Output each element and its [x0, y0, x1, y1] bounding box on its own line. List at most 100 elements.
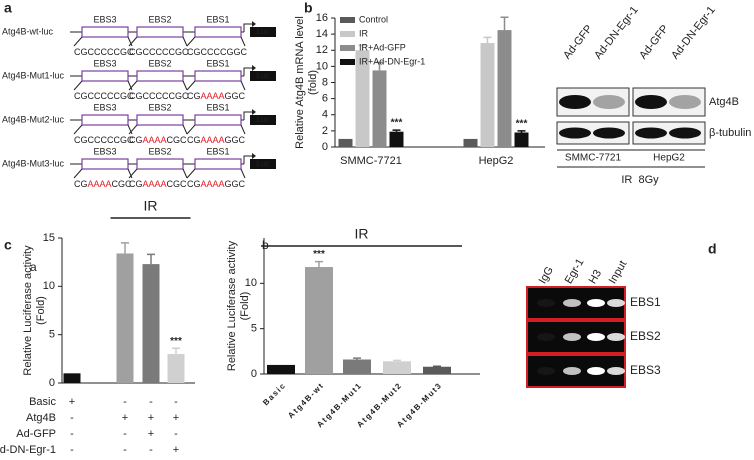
sequence-part: GGC — [225, 179, 246, 189]
y-tick-label: 4 — [322, 109, 328, 121]
bar — [267, 364, 295, 374]
significance: *** — [170, 336, 182, 347]
y-axis-label: (Fold) — [239, 292, 251, 321]
y-tick-label: 6 — [322, 93, 328, 105]
gel-band — [563, 299, 581, 307]
sequence-part: CG — [129, 179, 143, 189]
lane-label: Ad-DN-Egr-1 — [669, 4, 718, 61]
construct-label: Atg4B-Mut2-luc — [2, 114, 65, 124]
sequence-part: GGC — [225, 91, 246, 101]
site-sequence: CGCCCCCGC — [129, 91, 189, 101]
condition-label: Basic — [29, 396, 56, 408]
gel-band — [537, 333, 555, 341]
error-bar — [500, 16, 509, 31]
y-tick-label: 0 — [49, 377, 55, 389]
site-label: EBS2 — [148, 102, 171, 112]
bar — [338, 138, 353, 147]
blot-band — [635, 95, 667, 109]
lane-label: IgG — [537, 265, 556, 286]
condition-sign: - — [174, 428, 178, 440]
legend-swatch — [340, 59, 355, 65]
tss-arrowhead — [252, 65, 256, 71]
site-label: EBS2 — [630, 329, 661, 343]
site-zoom — [186, 80, 246, 91]
site-box — [136, 26, 184, 38]
condition-sign: - — [123, 444, 127, 456]
sequence-part: AAAA — [201, 91, 225, 101]
y-axis-label: Relative Luciferase activity — [226, 240, 238, 371]
y-axis-label: (Fold) — [35, 296, 47, 325]
gel-band — [607, 299, 625, 307]
site-box — [194, 70, 242, 82]
site-label: EBS3 — [93, 102, 116, 112]
site-label: EBS2 — [148, 146, 171, 156]
condition-sign: + — [69, 396, 75, 408]
y-tick-label: 16 — [316, 12, 328, 24]
construct-label: Atg4B-Mut3-luc — [2, 158, 65, 168]
site-zoom — [73, 80, 133, 91]
luc-box — [250, 115, 276, 125]
site-box — [81, 158, 129, 170]
y-tick-label: 10 — [245, 277, 257, 289]
condition-sign: - — [123, 428, 127, 440]
sequence-part: CGCCCCCGC — [74, 135, 134, 145]
condition-label: Atg4B — [26, 412, 56, 424]
error-bar — [353, 357, 361, 360]
bar — [142, 264, 160, 383]
lane-label: Egr-1 — [563, 257, 587, 286]
tss-arrow — [243, 23, 252, 32]
luc-label: Luc — [257, 71, 270, 80]
sequence-part: CG — [129, 135, 143, 145]
legend-label: IR — [359, 28, 369, 38]
lane-label: H3 — [587, 268, 604, 286]
y-tick-label: 12 — [316, 44, 328, 56]
sequence-part: CG — [74, 179, 88, 189]
condition-sign: - — [149, 396, 153, 408]
error-bar — [517, 130, 526, 133]
sequence-part: AAAA — [201, 179, 225, 189]
lane-label: Ad-GFP — [637, 23, 671, 62]
lane-label: Input — [607, 259, 630, 286]
sequence-part: CGC — [112, 179, 133, 189]
bar — [514, 132, 529, 147]
condition-sign: - — [149, 444, 153, 456]
tss-arrowhead — [252, 109, 256, 115]
blot-band — [593, 127, 625, 139]
site-zoom — [186, 124, 246, 135]
site-box — [136, 114, 184, 126]
tss-arrow — [243, 111, 252, 120]
blot-band — [559, 127, 591, 139]
site-box — [194, 114, 242, 126]
sequence-part: GGC — [225, 135, 246, 145]
luc-label: Luc — [257, 27, 270, 36]
panel-label: c — [4, 237, 12, 253]
cell-line-label: HepG2 — [653, 153, 685, 164]
bracket-label: IR — [144, 198, 158, 214]
construct-label: Atg4B-wt-luc — [2, 26, 54, 36]
site-label: EBS2 — [148, 14, 171, 24]
cell-line-label: SMMC-7721 — [565, 153, 622, 164]
lane-label: Ad-DN-Egr-1 — [592, 4, 641, 61]
site-label: EBS3 — [93, 58, 116, 68]
site-zoom — [186, 168, 246, 179]
y-tick-label: 10 — [43, 280, 55, 292]
y-tick-label: 15 — [43, 232, 55, 244]
site-label: EBS2 — [148, 58, 171, 68]
condition-sign: + — [148, 412, 154, 424]
site-label: EBS1 — [206, 102, 229, 112]
site-label: EBS1 — [206, 58, 229, 68]
bar — [480, 42, 495, 147]
bar — [372, 70, 387, 147]
significance: *** — [516, 119, 528, 130]
y-tick-label: 0 — [322, 141, 328, 153]
gel-band — [587, 367, 605, 375]
site-box — [81, 26, 129, 38]
site-zoom — [128, 124, 188, 135]
tss-arrow — [243, 155, 252, 164]
site-sequence: CGAAAAGGC — [187, 179, 246, 189]
condition-sign: + — [173, 444, 179, 456]
tss-arrowhead — [252, 21, 256, 27]
significance: *** — [313, 249, 325, 260]
tss-arrowhead — [252, 153, 256, 159]
